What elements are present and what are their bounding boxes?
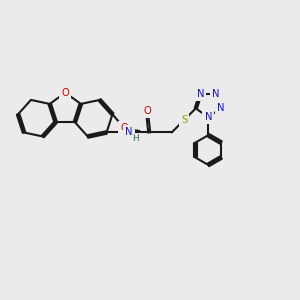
Text: O: O: [121, 123, 128, 133]
Text: N: N: [212, 89, 220, 99]
Text: N: N: [205, 112, 212, 122]
Text: S: S: [181, 115, 188, 125]
Text: O: O: [144, 106, 152, 116]
Text: N: N: [217, 103, 224, 113]
Text: N: N: [197, 89, 204, 99]
Text: N: N: [125, 128, 133, 137]
Text: O: O: [61, 88, 69, 98]
Text: H: H: [132, 134, 139, 143]
